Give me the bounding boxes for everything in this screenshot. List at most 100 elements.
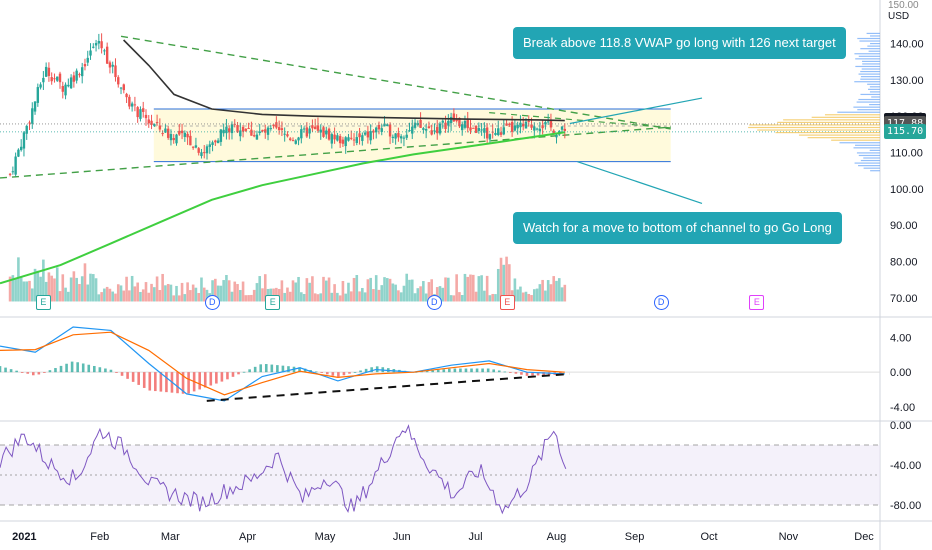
candle-body: [538, 128, 542, 132]
volume-profile-bar: [867, 83, 880, 85]
candle-body: [44, 66, 48, 77]
volume-bar: [119, 285, 123, 302]
volume-bar: [250, 294, 253, 302]
macd-histogram-bar: [448, 368, 451, 373]
volume-bar: [261, 288, 264, 302]
volume-profile-bar: [811, 116, 880, 118]
macd-histogram-bar: [364, 368, 368, 373]
volume-bar: [494, 294, 497, 302]
event-marker-earnings[interactable]: E: [35, 295, 51, 310]
volume-bar: [388, 278, 392, 302]
candle-body: [322, 127, 325, 137]
candle-body: [438, 123, 442, 134]
macd-histogram-bar: [248, 369, 251, 373]
candle-body: [441, 120, 444, 123]
volume-bar: [424, 293, 428, 302]
macd-histogram-bar: [148, 372, 152, 391]
volume-profile-bar: [748, 126, 880, 129]
volume-bar: [355, 275, 359, 302]
candle-body: [241, 126, 245, 132]
time-tick-label: Dec: [854, 531, 874, 543]
volume-profile-bar: [869, 86, 880, 88]
volume-profile-bar: [854, 81, 880, 83]
candle-body: [413, 122, 417, 128]
candle-body: [350, 137, 353, 139]
event-marker-earnings[interactable]: E: [749, 295, 765, 310]
candle-body: [530, 124, 533, 128]
volume-bar: [430, 279, 433, 302]
macd-histogram-bar: [520, 372, 523, 375]
candle-body: [130, 103, 134, 107]
short-trendline: [489, 111, 671, 129]
candle-body: [541, 125, 544, 129]
candle-body: [244, 128, 248, 131]
event-marker-dividend[interactable]: D: [426, 295, 442, 310]
callout-pointer-top: [569, 97, 703, 125]
event-marker-earnings[interactable]: E: [265, 295, 281, 310]
volume-bar: [136, 282, 139, 302]
volume-bar: [263, 274, 267, 302]
macd-histogram-bar: [220, 372, 224, 382]
volume-bar: [153, 287, 156, 302]
volume-bar: [397, 290, 400, 302]
volume-profile-bar: [858, 165, 880, 167]
moving-average-line: [0, 131, 565, 285]
candle-body: [200, 152, 203, 157]
volume-profile-bar: [853, 147, 880, 149]
volume-profile-bar: [856, 152, 880, 154]
event-marker-dividend[interactable]: D: [204, 295, 220, 310]
candle-body: [89, 50, 92, 56]
candle-body: [388, 124, 392, 137]
volume-bar: [130, 275, 134, 302]
volume-bar: [166, 283, 170, 302]
candle-body: [164, 128, 167, 133]
time-tick-label: May: [315, 531, 336, 543]
volume-bar: [444, 277, 447, 302]
event-marker-dividend[interactable]: D: [653, 295, 669, 310]
volume-profile-bar: [860, 70, 880, 73]
volume-bar: [211, 280, 214, 302]
volume-bar: [405, 273, 409, 302]
candle-body: [361, 135, 364, 141]
volume-bar: [466, 276, 470, 302]
price-badge: 115.70: [884, 124, 927, 140]
event-marker-earnings[interactable]: E: [499, 295, 515, 310]
volume-bar: [78, 284, 81, 302]
volume-bar: [394, 284, 397, 302]
candle-body: [535, 128, 539, 130]
volume-profile-bar: [871, 96, 880, 98]
volume-bar: [17, 257, 20, 302]
volume-bar: [33, 268, 37, 302]
vwap-line: [123, 39, 565, 122]
macd-histogram-bar: [525, 372, 529, 376]
macd-histogram-bar: [509, 372, 512, 373]
candle-body: [50, 77, 53, 82]
macd-histogram-bar: [198, 372, 202, 390]
volume-bar: [455, 274, 458, 302]
volume-bar: [496, 268, 500, 302]
volume-bar: [169, 284, 173, 302]
candle-body: [203, 152, 206, 154]
macd-histogram-bar: [259, 364, 263, 373]
macd-histogram-bar: [215, 372, 218, 384]
macd-histogram-bar: [231, 372, 235, 377]
candle-body: [125, 93, 128, 98]
volume-profile-bar: [853, 106, 880, 108]
candle-body: [533, 126, 536, 131]
volume-profile-bar: [860, 93, 880, 96]
macd-histogram-bar: [159, 372, 163, 392]
candle-body: [11, 171, 15, 173]
candle-body: [294, 140, 297, 144]
volume-bar: [399, 292, 403, 302]
volume-bar: [75, 277, 78, 302]
volume-bar: [477, 276, 481, 302]
candle-body: [133, 104, 137, 106]
candle-body: [230, 124, 234, 134]
volume-profile-bar: [869, 104, 880, 106]
price-scale-header: 150.00 USD: [888, 0, 919, 22]
volume-bar: [524, 291, 528, 302]
candle-body: [480, 129, 483, 131]
macd-histogram-bar: [459, 368, 462, 373]
